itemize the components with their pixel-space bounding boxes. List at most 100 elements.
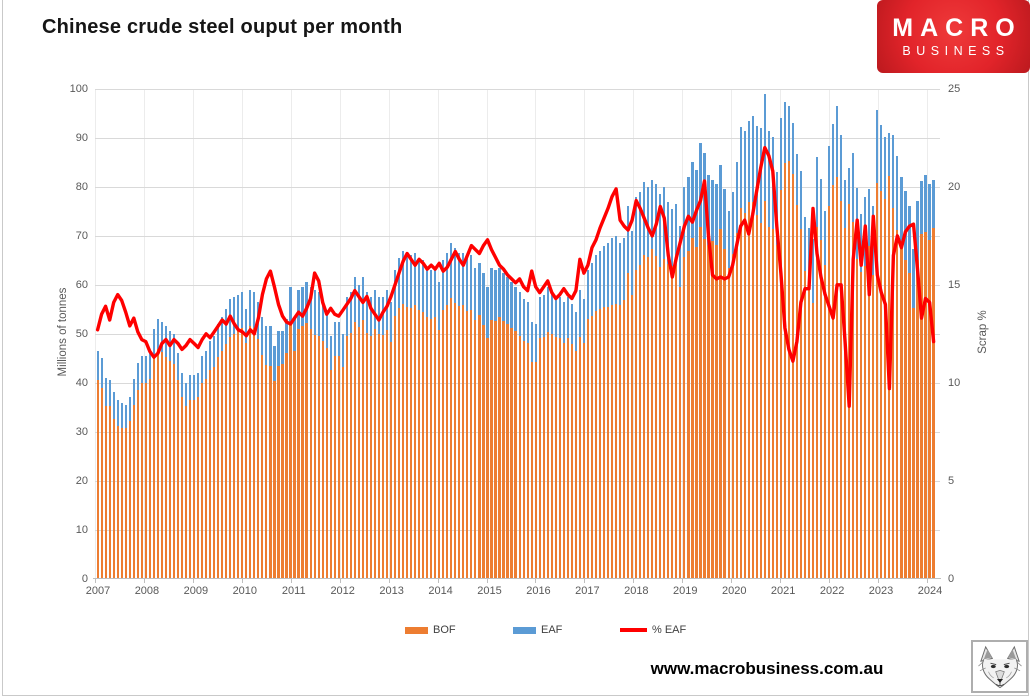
bar-bof-segment bbox=[365, 333, 368, 579]
bar-bof-segment bbox=[180, 396, 184, 579]
bar-eaf-segment bbox=[213, 336, 216, 367]
bar-bof-segment bbox=[458, 306, 461, 579]
bar-bof-segment bbox=[454, 303, 457, 579]
bar-bof-segment bbox=[751, 201, 754, 579]
bar-eaf-segment bbox=[578, 289, 581, 337]
bar-eaf-segment bbox=[667, 201, 670, 264]
x-axis-tick bbox=[829, 579, 831, 583]
bar-bof-segment bbox=[647, 256, 650, 579]
left-axis-tick-label: 0 bbox=[81, 572, 88, 585]
bar-bof-segment bbox=[856, 259, 859, 579]
x-axis-year-label: 2022 bbox=[819, 585, 845, 597]
bar-eaf-segment bbox=[160, 321, 163, 353]
bar-bof-segment bbox=[337, 355, 340, 579]
bar-eaf-segment bbox=[494, 270, 497, 321]
bar-bof-segment bbox=[116, 425, 119, 579]
bar-bof-segment bbox=[606, 306, 610, 579]
bar-bof-segment bbox=[132, 405, 135, 579]
bar-bof-segment bbox=[148, 379, 151, 579]
bar-bof-segment bbox=[144, 382, 147, 579]
bar-eaf-segment bbox=[852, 152, 855, 223]
bar-eaf-segment bbox=[743, 130, 746, 213]
bar-eaf-segment bbox=[357, 284, 360, 328]
bar-bof-segment bbox=[623, 299, 626, 579]
bar-bof-segment bbox=[438, 330, 441, 579]
bar-bof-segment bbox=[506, 324, 509, 579]
bar-eaf-segment bbox=[679, 226, 682, 287]
h-gridline bbox=[95, 431, 940, 433]
bar-bof-segment bbox=[534, 361, 537, 579]
bar-bof-segment bbox=[876, 182, 879, 579]
bar-bof-segment bbox=[321, 340, 324, 579]
logo-line-macro: MACRO bbox=[892, 13, 1022, 42]
bar-eaf-segment bbox=[498, 267, 501, 318]
x-axis-tick bbox=[682, 579, 684, 583]
bar-eaf-segment bbox=[401, 250, 405, 304]
bar-bof-segment bbox=[229, 336, 232, 579]
bar-bof-segment bbox=[450, 297, 453, 579]
h-gridline bbox=[95, 235, 940, 237]
bar-bof-segment bbox=[486, 337, 489, 579]
bar-bof-segment bbox=[799, 228, 803, 579]
bar-eaf-segment bbox=[558, 297, 561, 338]
bar-eaf-segment bbox=[152, 328, 155, 358]
bar-eaf-segment bbox=[124, 404, 127, 429]
bar-eaf-segment bbox=[321, 301, 324, 341]
h-gridline bbox=[95, 186, 940, 188]
bar-bof-segment bbox=[184, 406, 188, 579]
bar-eaf-segment bbox=[305, 282, 308, 324]
bar-bof-segment bbox=[864, 265, 867, 579]
bar-bof-segment bbox=[373, 328, 376, 579]
bar-eaf-segment bbox=[337, 321, 340, 356]
bar-eaf-segment bbox=[884, 137, 887, 200]
bar-eaf-segment bbox=[225, 309, 228, 345]
bar-eaf-segment bbox=[422, 260, 425, 312]
right-axis-title: Scrap % bbox=[977, 310, 989, 354]
bar-eaf-segment bbox=[635, 196, 638, 271]
bar-eaf-segment bbox=[755, 125, 758, 216]
bar-bof-segment bbox=[614, 304, 618, 579]
bar-eaf-segment bbox=[771, 136, 774, 229]
bar-eaf-segment bbox=[546, 287, 549, 332]
bar-eaf-segment bbox=[140, 355, 143, 383]
bar-bof-segment bbox=[478, 315, 481, 579]
x-axis-year-label: 2019 bbox=[673, 585, 698, 597]
bar-eaf-segment bbox=[876, 110, 879, 183]
bar-eaf-segment bbox=[751, 115, 754, 202]
bar-bof-segment bbox=[253, 327, 256, 579]
x-axis-year-label: 2023 bbox=[868, 585, 894, 597]
bar-bof-segment bbox=[779, 190, 782, 579]
bar-eaf-segment bbox=[474, 267, 477, 320]
bar-bof-segment bbox=[305, 323, 308, 579]
bar-bof-segment bbox=[739, 208, 742, 579]
bar-bof-segment bbox=[840, 201, 843, 579]
x-axis-tick bbox=[437, 579, 439, 583]
bar-eaf-segment bbox=[156, 319, 159, 349]
bar-bof-segment bbox=[257, 338, 260, 579]
bar-eaf-segment bbox=[631, 230, 634, 295]
bar-bof-segment bbox=[747, 201, 750, 579]
bar-eaf-segment bbox=[651, 179, 654, 250]
bar-eaf-segment bbox=[430, 270, 433, 320]
bar-eaf-segment bbox=[470, 255, 473, 311]
bar-eaf-segment bbox=[518, 292, 521, 336]
bar-eaf-segment bbox=[719, 164, 722, 229]
x-axis-year-label: 2014 bbox=[428, 585, 453, 597]
bar-eaf-segment bbox=[647, 186, 650, 257]
bar-bof-segment bbox=[389, 341, 393, 579]
bar-eaf-segment bbox=[791, 123, 794, 174]
bar-eaf-segment bbox=[446, 252, 449, 305]
bar-bof-segment bbox=[217, 356, 220, 579]
bar-bof-segment bbox=[920, 233, 923, 579]
bar-bof-segment bbox=[100, 387, 103, 579]
bar-eaf-segment bbox=[823, 211, 827, 265]
bar-bof-segment bbox=[755, 215, 758, 579]
bar-bof-segment bbox=[703, 239, 706, 579]
bar-eaf-segment bbox=[534, 323, 537, 362]
bar-bof-segment bbox=[518, 335, 521, 579]
bar-bof-segment bbox=[341, 367, 344, 579]
bar-bof-segment bbox=[827, 206, 831, 579]
bar-bof-segment bbox=[848, 203, 851, 579]
bar-bof-segment bbox=[884, 199, 887, 579]
bar-bof-segment bbox=[715, 244, 718, 579]
